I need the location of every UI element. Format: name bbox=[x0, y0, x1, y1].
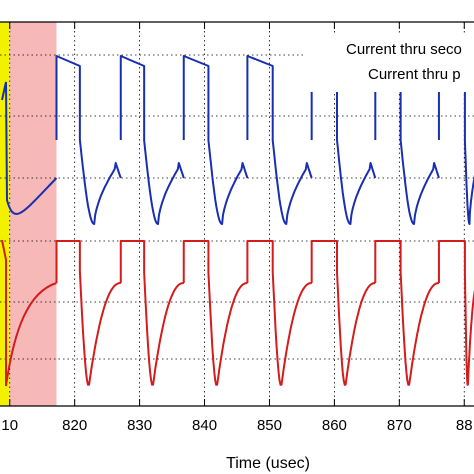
legend-box bbox=[306, 34, 474, 92]
x-tick-label: 820 bbox=[62, 417, 87, 434]
shaded-region bbox=[0, 22, 10, 406]
series-line-segment bbox=[182, 55, 249, 225]
x-tick-label: 88 bbox=[456, 417, 473, 434]
series-line-segment bbox=[119, 55, 185, 225]
series-line-segment bbox=[1, 81, 58, 215]
series-line-segment bbox=[437, 55, 474, 225]
series-line-segment bbox=[374, 55, 440, 225]
series-line-segment bbox=[374, 240, 440, 386]
series-line-segment bbox=[55, 240, 121, 386]
x-axis-title: Time (usec) bbox=[226, 455, 310, 472]
series-primary-current bbox=[1, 239, 474, 387]
x-tick-label: 830 bbox=[127, 417, 152, 434]
series-group bbox=[1, 55, 474, 387]
x-tick-label: 870 bbox=[387, 417, 412, 434]
series-line-segment bbox=[437, 240, 474, 386]
series-line-segment bbox=[246, 55, 313, 225]
series-line-segment bbox=[182, 240, 248, 386]
legend-label-primary: Current thru p bbox=[368, 66, 461, 83]
shaded-regions bbox=[0, 22, 57, 406]
legend-label-secondary: Current thru seco bbox=[346, 41, 462, 58]
x-tick-label: 10 bbox=[1, 417, 18, 434]
plot-frame bbox=[0, 21, 474, 407]
x-axis-ticks: 10 820 830 840 850 860 870 88 bbox=[1, 22, 473, 434]
series-line-segment bbox=[119, 240, 184, 386]
x-tick-label: 860 bbox=[322, 417, 347, 434]
series-line-segment bbox=[310, 55, 377, 225]
legend: Current thru seco Current thru p bbox=[306, 34, 474, 92]
series-line-segment bbox=[246, 240, 312, 386]
series-secondary-current bbox=[1, 55, 474, 225]
series-line-segment bbox=[310, 240, 376, 386]
series-line-segment bbox=[1, 239, 57, 387]
x-tick-label: 840 bbox=[192, 417, 217, 434]
x-tick-label: 850 bbox=[257, 417, 282, 434]
series-line-segment bbox=[55, 55, 122, 225]
